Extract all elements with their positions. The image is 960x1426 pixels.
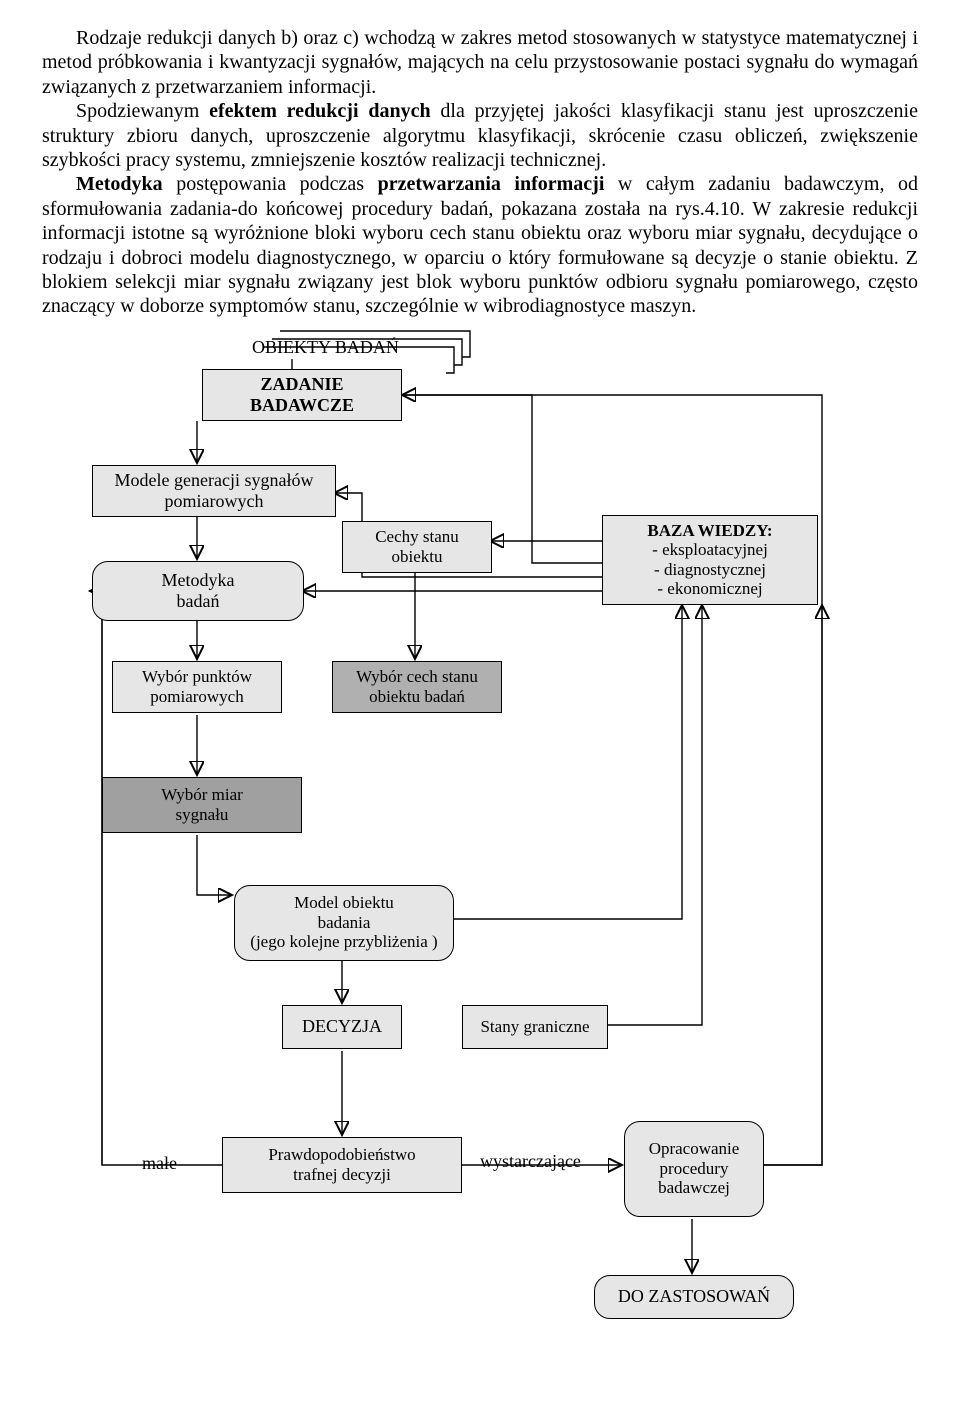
node-baza-wiedzy: BAZA WIEDZY: - eksploatacyjnej - diagnos…	[602, 515, 818, 605]
para-2b: efektem redukcji danych	[209, 100, 430, 122]
node-model-obiektu: Model obiektu badania (jego kolejne przy…	[234, 885, 454, 961]
node-modele-generacji: Modele generacji sygnałów pomiarowych	[92, 465, 336, 517]
node-wybor-punktow: Wybór punktów pomiarowych	[112, 661, 282, 713]
para-3c: przetwarzania informacji	[378, 173, 605, 195]
body-text: Rodzaje redukcji danych b) oraz c) wchod…	[42, 26, 918, 319]
node-cechy-stanu: Cechy stanu obiektu	[342, 521, 492, 573]
node-opracowanie: Opracowanie procedury badawczej	[624, 1121, 764, 1217]
baza-title: BAZA WIEDZY:	[647, 521, 772, 541]
edge-label-male: małe	[142, 1153, 177, 1174]
node-stany-graniczne: Stany graniczne	[462, 1005, 608, 1049]
node-wybor-miar: Wybór miar sygnału	[102, 777, 302, 833]
edge-label-wystarczajace: wystarczające	[480, 1151, 581, 1172]
node-decyzja: DECYZJA	[282, 1005, 402, 1049]
node-do-zastosowan: DO ZASTOSOWAŃ	[594, 1275, 794, 1319]
baza-line-2: - diagnostycznej	[654, 560, 766, 580]
para-1: Rodzaje redukcji danych b) oraz c) wchod…	[42, 27, 918, 98]
node-metodyka-badan: Metodyka badań	[92, 561, 304, 621]
node-zadanie-badawcze: ZADANIE BADAWCZE	[202, 369, 402, 421]
baza-line-1: - eksploatacyjnej	[652, 540, 768, 560]
node-obiekty-badan: OBIEKTY BADAŃ	[252, 337, 399, 358]
baza-line-3: - ekonomicznej	[657, 579, 762, 599]
flowchart: OBIEKTY BADAŃ ZADANIE BADAWCZE Modele ge…	[42, 325, 918, 1355]
para-3b: postępowania podczas	[163, 173, 378, 195]
para-2a: Spodziewanym	[76, 100, 209, 122]
node-wybor-cech: Wybór cech stanu obiektu badań	[332, 661, 502, 713]
node-prawdopodobienstwo: Prawdopodobieństwo trafnej decyzji	[222, 1137, 462, 1193]
para-3a: Metodyka	[76, 173, 163, 195]
